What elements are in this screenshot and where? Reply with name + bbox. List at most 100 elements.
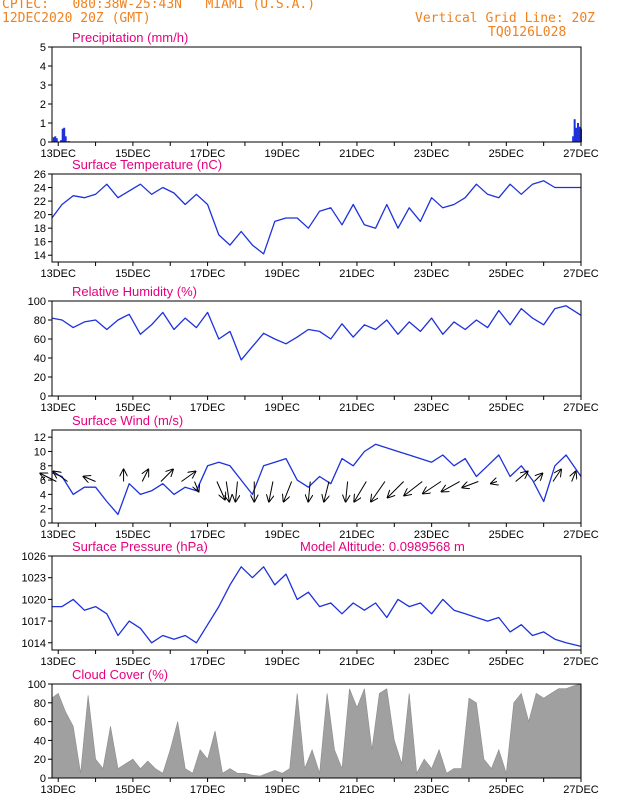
precipitation-y-tick-label: 0 <box>40 137 46 149</box>
wind-vector-arrow <box>371 481 386 502</box>
humidity-title: Relative Humidity (%) <box>72 284 197 299</box>
precipitation-x-tick-label: 27DEC <box>563 148 599 160</box>
cloud-cover-x-tick-label: 21DEC <box>339 784 375 796</box>
pressure-title: Surface Pressure (hPa) <box>72 539 208 554</box>
header-line2-right: TQ0126L028 <box>488 25 567 40</box>
wind-vector-arrow <box>195 481 199 492</box>
wind-vector-arrow <box>552 470 561 482</box>
pressure-frame <box>51 555 582 651</box>
pressure-y-tick-label: 1026 <box>22 551 46 563</box>
wind-x-tick-label: 15DEC <box>115 529 151 541</box>
cloud-cover-x-tick-label: 23DEC <box>414 784 450 796</box>
wind-vector-arrow <box>216 481 225 500</box>
precipitation-bar <box>578 126 581 142</box>
precipitation-bar <box>573 119 576 142</box>
pressure-x-tick-label: 23DEC <box>414 656 450 668</box>
temperature-x-tick-label: 23DEC <box>414 268 450 280</box>
wind-vector-arrow <box>181 472 195 482</box>
wind-vector-arrow <box>269 481 273 502</box>
humidity-y-tick-label: 80 <box>34 315 46 327</box>
humidity-x-tick-label: 25DEC <box>489 402 525 414</box>
wind-y-tick-label: 4 <box>40 489 46 501</box>
wind-vector-arrow <box>40 474 57 482</box>
pressure-x-tick-label: 13DEC <box>40 656 76 668</box>
temperature-y-tick-label: 22 <box>34 196 46 208</box>
header-line2-left: 12DEC2020 20Z (GMT) <box>2 11 151 26</box>
precipitation-bar <box>55 138 58 142</box>
wind-x-tick-label: 27DEC <box>563 529 599 541</box>
wind-vector-arrow <box>54 472 68 482</box>
humidity-y-tick-label: 100 <box>28 296 46 308</box>
precipitation-y-tick-label: 4 <box>40 61 46 73</box>
precipitation-bar <box>52 137 55 142</box>
humidity-x-tick-label: 15DEC <box>115 402 151 414</box>
temperature-y-tick-label: 24 <box>34 183 46 195</box>
wind-vector-arrow <box>84 477 96 482</box>
wind-vector-arrow <box>284 481 293 502</box>
wind-y-tick-label: 12 <box>34 432 46 444</box>
wind-panel: Surface Wind (m/s) 0 2 4 6 8 10 12 13DEC 15DEC 17D… <box>34 413 599 541</box>
wind-y-tick-label: 0 <box>40 518 46 530</box>
humidity-x-tick-label: 19DEC <box>265 402 301 414</box>
humidity-y-tick-label: 40 <box>34 353 46 365</box>
temperature-x-tick-label: 19DEC <box>265 268 301 280</box>
temperature-frame <box>51 173 582 263</box>
wind-x-tick-label: 25DEC <box>489 529 525 541</box>
precipitation-bar <box>577 123 580 142</box>
cloud-cover-x-tick-label: 27DEC <box>563 784 599 796</box>
precipitation-frame <box>51 46 582 143</box>
temperature-x-tick-label: 21DEC <box>339 268 375 280</box>
wind-vector-arrow <box>324 481 329 502</box>
pressure-annotation: Model Altitude: 0.0989568 m <box>300 539 465 554</box>
pressure-y-tick-label: 1017 <box>22 616 46 628</box>
wind-x-tick-label: 21DEC <box>339 529 375 541</box>
precipitation-y-tick-label: 2 <box>40 99 46 111</box>
humidity-frame <box>51 300 582 397</box>
humidity-x-tick-label: 17DEC <box>190 402 226 414</box>
wind-vector-arrow <box>346 481 348 502</box>
wind-vector-arrow <box>423 481 442 494</box>
pressure-panel: Surface Pressure (hPa) Model Altitude: 0.… <box>22 539 599 668</box>
cloud-cover-y-tick-label: 20 <box>34 754 46 766</box>
wind-vector-arrow <box>235 481 237 502</box>
header-line1-left: CPTEC: 080:38W-25:43N MIAMI (U.S.A.) <box>2 0 316 12</box>
temperature-x-tick-label: 17DEC <box>190 268 226 280</box>
precipitation-bar <box>60 140 63 142</box>
precipitation-y-tick-label: 3 <box>40 80 46 92</box>
wind-vector-arrow <box>388 481 404 498</box>
wind-y-tick-label: 10 <box>34 446 46 458</box>
humidity-y-tick-label: 60 <box>34 334 46 346</box>
precipitation-bar <box>64 136 67 142</box>
cloud-cover-y-tick-label: 0 <box>40 773 46 785</box>
wind-vector-arrow <box>160 470 173 482</box>
pressure-x-tick-label: 17DEC <box>190 656 226 668</box>
humidity-x-tick-label: 21DEC <box>339 402 375 414</box>
wind-y-tick-label: 8 <box>40 461 46 473</box>
wind-vector-arrow <box>491 482 497 484</box>
cloud-cover-x-tick-label: 19DEC <box>265 784 301 796</box>
temperature-y-tick-label: 26 <box>34 169 46 181</box>
humidity-panel: Relative Humidity (%) 0 20 40 60 80 100 13DEC 15… <box>28 284 599 414</box>
precipitation-bar <box>61 128 64 142</box>
cloud-cover-x-tick-label: 17DEC <box>190 784 226 796</box>
humidity-x-tick-label: 23DEC <box>414 402 450 414</box>
humidity-y-tick-label: 20 <box>34 372 46 384</box>
precipitation-bar <box>572 136 575 142</box>
cloud-cover-panel: Cloud Cover (%) 0 20 40 60 80 100 13DEC 15DEC 17D… <box>28 667 599 796</box>
wind-vector-arrow <box>226 481 229 502</box>
precipitation-bar <box>63 127 66 142</box>
precipitation-y-tick-label: 5 <box>40 42 46 54</box>
wind-vector-arrow <box>308 481 310 502</box>
cloud-cover-y-tick-label: 60 <box>34 717 46 729</box>
wind-frame <box>51 429 582 524</box>
precipitation-x-tick-label: 21DEC <box>339 148 375 160</box>
wind-x-tick-label: 13DEC <box>40 529 76 541</box>
wind-x-tick-label: 17DEC <box>190 529 226 541</box>
temperature-title: Surface Temperature (nC) <box>72 157 222 172</box>
precipitation-bar <box>54 136 57 142</box>
humidity-series-line <box>51 305 582 361</box>
precipitation-panel: Precipitation (mm/h) 0 1 2 3 4 5 13DEC 15DEC 17DE… <box>40 30 599 160</box>
pressure-x-tick-label: 21DEC <box>339 656 375 668</box>
wind-vector-arrow <box>354 481 367 502</box>
